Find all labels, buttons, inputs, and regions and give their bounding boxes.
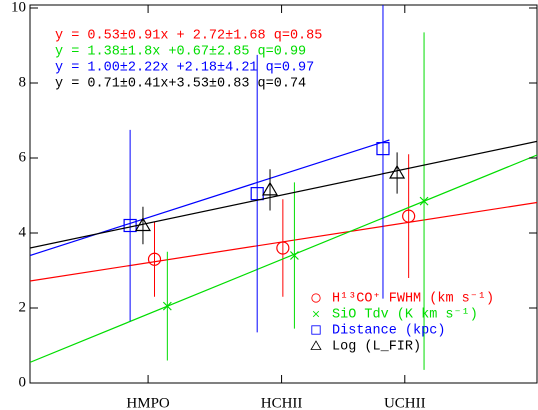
fit-equation: y = 0.53±0.91x + 2.72±1.68 q=0.85 [55, 29, 322, 44]
y-tick-label: 10 [11, 0, 26, 15]
x-tick-label: HMPO [126, 395, 170, 410]
legend-label: Log (L_FIR) [332, 340, 421, 355]
marker [134, 217, 151, 232]
marker [389, 164, 406, 179]
marker [311, 293, 321, 303]
fit-equation: y = 0.71±0.41x+3.53±0.83 q=0.74 [55, 77, 306, 92]
marker [289, 251, 299, 260]
plot-frame [29, 4, 538, 384]
marker [312, 310, 320, 318]
y-tick-label: 0 [19, 374, 27, 390]
marker [311, 325, 321, 335]
legend-label: Distance (kpc) [332, 324, 445, 339]
fit-line [30, 154, 537, 363]
y-tick-label: 2 [19, 299, 27, 315]
legend-label: H¹³CO⁺ FWHM (km s⁻¹) [332, 292, 494, 307]
fit-equation: y = 1.00±2.22x +2.18±4.21 q=0.97 [55, 61, 314, 76]
legend-label: SiO Tdv (K km s⁻¹) [332, 308, 478, 323]
marker [261, 181, 279, 196]
fit-line [30, 139, 390, 257]
marker [162, 301, 172, 311]
marker [419, 196, 429, 206]
fit-line [30, 140, 537, 249]
x-tick-label: UCHII [384, 395, 426, 410]
marker [402, 209, 416, 223]
plot-area [30, 5, 537, 370]
marker [276, 241, 290, 255]
marker [376, 142, 390, 156]
y-tick-label: 6 [19, 149, 27, 165]
marker [310, 340, 322, 350]
y-tick-label: 4 [19, 224, 27, 240]
marker [147, 252, 162, 266]
y-tick-label: 8 [19, 74, 27, 90]
fit-equation: y = 1.38±1.8x +0.67±2.85 q=0.99 [55, 45, 306, 60]
x-tick-label: HCHII [261, 395, 303, 410]
